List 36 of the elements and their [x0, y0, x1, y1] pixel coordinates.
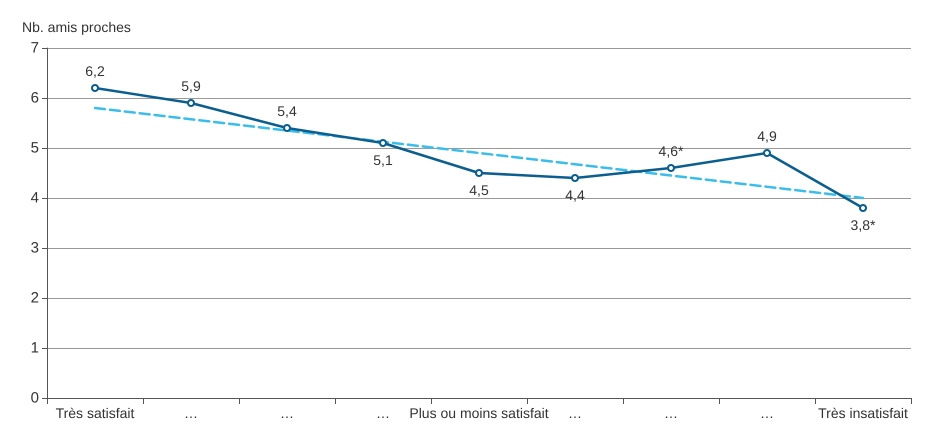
- point: [475, 169, 483, 177]
- data-label: 3,8*: [850, 217, 876, 233]
- x-tick-label: …: [280, 405, 294, 421]
- data-label: 5,9: [181, 78, 201, 94]
- data-label: 5,1: [373, 152, 393, 168]
- x-tick-label: …: [184, 405, 198, 421]
- data-label: 4,9: [757, 128, 777, 144]
- data-label: 4,6*: [658, 143, 684, 159]
- y-tick-label: 1: [30, 340, 39, 356]
- point: [187, 99, 195, 107]
- x-tick-label: …: [376, 405, 390, 421]
- point: [571, 174, 579, 182]
- x-tick-label: …: [568, 405, 582, 421]
- point: [667, 164, 675, 172]
- x-tick-label: …: [664, 405, 678, 421]
- x-tick-label: …: [760, 405, 774, 421]
- x-tick-label: Très insatisfait: [818, 405, 908, 421]
- data-label: 5,4: [277, 103, 297, 119]
- point: [91, 84, 99, 92]
- x-tick-label: Très satisfait: [56, 405, 135, 421]
- y-tick-label: 3: [30, 240, 39, 256]
- y-tick-label: 4: [30, 190, 39, 206]
- data-label: 4,4: [565, 187, 585, 203]
- point: [859, 204, 867, 212]
- y-tick-label: 7: [30, 40, 39, 56]
- y-tick-label: 2: [30, 290, 39, 306]
- x-tick-label: Plus ou moins satisfait: [409, 405, 549, 421]
- point: [763, 149, 771, 157]
- data-label: 6,2: [85, 63, 105, 79]
- point: [379, 139, 387, 147]
- y-tick-label: 5: [30, 140, 39, 156]
- point: [283, 124, 291, 132]
- data-label: 4,5: [469, 182, 489, 198]
- y-tick-label: 6: [30, 90, 39, 106]
- y-tick-label: 0: [30, 390, 39, 406]
- y-axis-title: Nb. amis proches: [22, 19, 131, 35]
